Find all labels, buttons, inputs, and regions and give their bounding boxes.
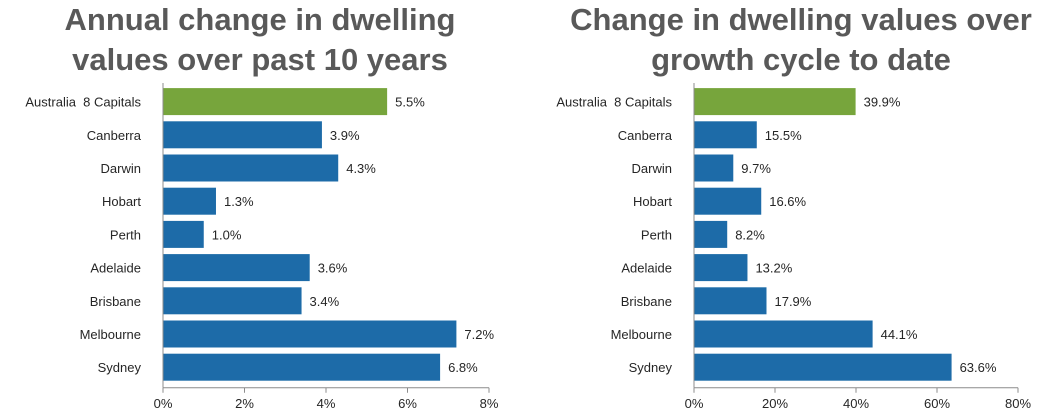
right-bar-3 xyxy=(694,187,762,215)
right-chart-title: Change in dwelling values over growth cy… xyxy=(545,0,1057,80)
left-category-label-3: Hobart xyxy=(102,194,141,209)
left-x-tick-label-1: 2% xyxy=(235,396,254,411)
left-value-label-7: 7.2% xyxy=(464,327,494,342)
right-bar-1 xyxy=(694,121,757,149)
left-bar-chart: Australia 8 Capitals 5.5% Canberra 3.9% Darw… xyxy=(25,83,499,411)
left-bar-5 xyxy=(163,254,310,282)
left-x-tick-label-3: 6% xyxy=(398,396,417,411)
left-x-tick-label-0: 0% xyxy=(154,396,173,411)
left-value-label-6: 3.4% xyxy=(310,294,340,309)
right-x-tick-label-3: 60% xyxy=(924,396,950,411)
right-value-label-0: 39.9% xyxy=(864,95,901,110)
right-x-tick-label-0: 0% xyxy=(685,396,704,411)
right-value-label-3: 16.6% xyxy=(769,194,806,209)
right-category-label-0: Australia 8 Capitals xyxy=(556,95,672,110)
right-bar-7 xyxy=(694,320,873,348)
right-bar-2 xyxy=(694,154,734,182)
left-category-label-6: Brisbane xyxy=(90,294,141,309)
left-value-label-8: 6.8% xyxy=(448,360,478,375)
right-category-label-3: Hobart xyxy=(633,194,672,209)
left-value-label-3: 1.3% xyxy=(224,194,254,209)
left-category-label-4: Perth xyxy=(110,227,141,242)
right-category-label-4: Perth xyxy=(641,227,672,242)
left-bar-4 xyxy=(163,220,204,248)
right-category-label-7: Melbourne xyxy=(611,327,672,342)
left-category-label-5: Adelaide xyxy=(90,261,141,276)
right-title-line-1: Change in dwelling values over xyxy=(570,2,1032,37)
left-value-label-1: 3.9% xyxy=(330,128,360,143)
right-x-tick-label-4: 80% xyxy=(1005,396,1031,411)
right-value-label-5: 13.2% xyxy=(755,261,792,276)
left-value-label-0: 5.5% xyxy=(395,95,425,110)
left-value-label-2: 4.3% xyxy=(346,161,376,176)
left-bar-0 xyxy=(163,88,388,116)
left-category-label-2: Darwin xyxy=(101,161,141,176)
right-x-tick-label-2: 40% xyxy=(843,396,869,411)
right-bar-0 xyxy=(694,88,856,116)
right-category-label-8: Sydney xyxy=(629,360,673,375)
left-title-line-2: values over past 10 years xyxy=(72,42,448,77)
left-bar-7 xyxy=(163,320,457,348)
left-value-label-5: 3.6% xyxy=(318,261,348,276)
right-value-label-6: 17.9% xyxy=(774,294,811,309)
left-x-tick-label-4: 8% xyxy=(480,396,499,411)
left-x-tick-label-2: 4% xyxy=(317,396,336,411)
left-category-label-8: Sydney xyxy=(98,360,142,375)
right-value-label-8: 63.6% xyxy=(960,360,997,375)
left-bar-3 xyxy=(163,187,216,215)
right-x-tick-label-1: 20% xyxy=(762,396,788,411)
left-bar-8 xyxy=(163,353,441,381)
left-category-label-1: Canberra xyxy=(87,128,142,143)
left-chart-title: Annual change in dwelling values over pa… xyxy=(0,0,520,80)
right-value-label-2: 9.7% xyxy=(741,161,771,176)
left-bar-1 xyxy=(163,121,322,149)
right-bar-6 xyxy=(694,287,767,315)
left-bar-6 xyxy=(163,287,302,315)
right-category-label-6: Brisbane xyxy=(621,294,672,309)
right-bar-chart: Australia 8 Capitals 39.9% Canberra 15.5% Da… xyxy=(556,83,1031,411)
right-value-label-1: 15.5% xyxy=(765,128,802,143)
left-title-line-1: Annual change in dwelling xyxy=(64,2,456,37)
right-bar-8 xyxy=(694,353,952,381)
right-category-label-5: Adelaide xyxy=(621,261,672,276)
left-category-label-0: Australia 8 Capitals xyxy=(25,95,141,110)
right-bar-4 xyxy=(694,220,728,248)
left-category-label-7: Melbourne xyxy=(80,327,141,342)
right-value-label-7: 44.1% xyxy=(881,327,918,342)
left-bar-2 xyxy=(163,154,339,182)
left-value-label-4: 1.0% xyxy=(212,227,242,242)
right-category-label-2: Darwin xyxy=(632,161,672,176)
right-value-label-4: 8.2% xyxy=(735,227,765,242)
right-bar-5 xyxy=(694,254,748,282)
right-category-label-1: Canberra xyxy=(618,128,673,143)
right-title-line-2: growth cycle to date xyxy=(651,42,951,77)
